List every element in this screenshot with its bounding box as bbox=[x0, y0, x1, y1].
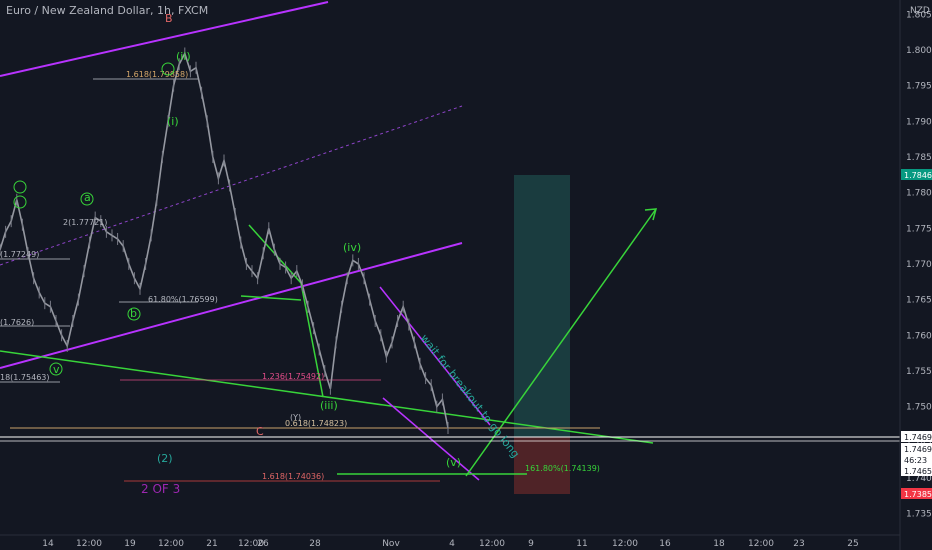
circle-b-left bbox=[13, 180, 27, 194]
y-tick-label: 1.75500 bbox=[906, 367, 932, 377]
long-position-target-zone[interactable] bbox=[514, 175, 570, 437]
price-tag: 1.78467 bbox=[901, 169, 932, 180]
label-a: a bbox=[84, 191, 91, 204]
y-tick-label: 1.78500 bbox=[906, 153, 932, 163]
label-Y: (Y) bbox=[290, 413, 301, 422]
wave-triangle-lower[interactable] bbox=[240, 295, 302, 301]
x-tick-label: 9 bbox=[528, 539, 534, 549]
wedge-lower-line[interactable] bbox=[382, 397, 480, 481]
label-fib-left-2: 2(1.77721) bbox=[63, 218, 107, 227]
label-wave-iv: (iv) bbox=[343, 241, 361, 254]
y-tick-label: 1.80000 bbox=[906, 46, 932, 56]
arrow-head bbox=[644, 208, 658, 221]
label-wave-ii: (ii) bbox=[176, 50, 191, 63]
label-C: C bbox=[256, 425, 264, 438]
label-fib-1618-bottom: 1.618(1.74036) bbox=[262, 472, 324, 481]
label-2-of-3: 2 OF 3 bbox=[141, 482, 180, 496]
y-tick-label: 1.78000 bbox=[906, 189, 932, 199]
x-tick-label: 19 bbox=[124, 539, 136, 549]
x-tick-label: 21 bbox=[206, 539, 217, 549]
x-tick-label: 16 bbox=[659, 539, 671, 549]
label-wave-i: (i) bbox=[167, 115, 179, 128]
projected-long-arrow[interactable] bbox=[465, 208, 657, 477]
price-tag: 1.73852 bbox=[901, 488, 932, 499]
x-tick-label: 28 bbox=[309, 539, 321, 549]
svg-text:46:23: 46:23 bbox=[904, 456, 927, 465]
upper-channel-line[interactable] bbox=[0, 1, 329, 77]
label-fib-0618: 0.618(1.74823) bbox=[285, 419, 347, 428]
x-tick-label: 12:00 bbox=[76, 539, 102, 549]
circle-iv-left bbox=[13, 195, 27, 209]
y-tick-label: 1.79000 bbox=[906, 117, 932, 127]
y-tick-label: 1.77500 bbox=[906, 224, 932, 234]
svg-text:1.78467: 1.78467 bbox=[904, 171, 932, 180]
wedge-upper-line[interactable] bbox=[379, 286, 491, 426]
label-fib-618: 61.80%(1.76599) bbox=[148, 295, 218, 304]
x-tick-label: Nov bbox=[382, 539, 400, 549]
long-position-stop-zone[interactable] bbox=[514, 437, 570, 494]
label-b: b bbox=[130, 307, 137, 320]
y-tick-label: 1.79500 bbox=[906, 82, 932, 92]
x-tick-label: 12:00 bbox=[748, 539, 774, 549]
svg-text:1.73852: 1.73852 bbox=[904, 490, 932, 499]
circle-v-left bbox=[49, 362, 63, 376]
label-fib-left-1: (1.77249) bbox=[0, 250, 39, 259]
x-tick-label: 12:00 bbox=[238, 539, 264, 549]
wave-markers bbox=[13, 62, 175, 376]
y-tick-label: 1.74000 bbox=[906, 474, 932, 484]
x-tick-label: 23 bbox=[793, 539, 804, 549]
label-fib-left-3: (1.7626) bbox=[0, 318, 34, 327]
label-161-80: 161.80%(1.74139) bbox=[525, 464, 600, 473]
price-tag: 1.74690 bbox=[901, 443, 932, 454]
circle-b bbox=[127, 307, 141, 321]
svg-text:1.74690: 1.74690 bbox=[904, 445, 932, 454]
currency-label: NZD bbox=[910, 6, 930, 16]
y-tick-label: 1.75000 bbox=[906, 403, 932, 413]
y-tick-label: 1.77000 bbox=[906, 260, 932, 270]
x-tick-label: 11 bbox=[576, 539, 587, 549]
label-fib-1618-top: 1.618(1.79858) bbox=[126, 70, 188, 79]
label-B: B bbox=[165, 12, 173, 25]
svg-text:1.74652: 1.74652 bbox=[904, 467, 932, 476]
label-fib-1236: 1.236(1.75492) bbox=[262, 372, 324, 381]
y-tick-label: 1.76000 bbox=[906, 331, 932, 341]
x-tick-label: 25 bbox=[847, 539, 858, 549]
label-wave-v: (v) bbox=[446, 456, 461, 469]
label-v-left: v bbox=[53, 363, 60, 376]
x-tick-label: 26 bbox=[257, 539, 269, 549]
label-2: (2) bbox=[157, 452, 173, 465]
x-tick-label: 4 bbox=[449, 539, 455, 549]
label-wave-iii: (iii) bbox=[320, 399, 338, 412]
x-tick-label: 12:00 bbox=[158, 539, 184, 549]
x-tick-label: 12:00 bbox=[612, 539, 638, 549]
x-tick-label: 18 bbox=[713, 539, 725, 549]
price-series[interactable] bbox=[0, 47, 449, 435]
y-tick-label: 1.76500 bbox=[906, 296, 932, 306]
y-tick-label: 1.73500 bbox=[906, 510, 932, 520]
circle-a bbox=[80, 192, 94, 206]
price-tag: 1.74652 bbox=[901, 465, 932, 476]
middle-channel-line[interactable] bbox=[0, 242, 463, 369]
price-tag: 46:23 bbox=[901, 454, 932, 465]
circle-ii-top bbox=[161, 62, 175, 76]
x-tick-label: 14 bbox=[42, 539, 54, 549]
label-fib-left-4: 18(1.75463) bbox=[0, 373, 50, 382]
chart-title: Euro / New Zealand Dollar, 1h, FXCM bbox=[6, 4, 208, 17]
y-tick-label: 1.80500 bbox=[906, 10, 932, 20]
x-tick-label: 12:00 bbox=[479, 539, 505, 549]
